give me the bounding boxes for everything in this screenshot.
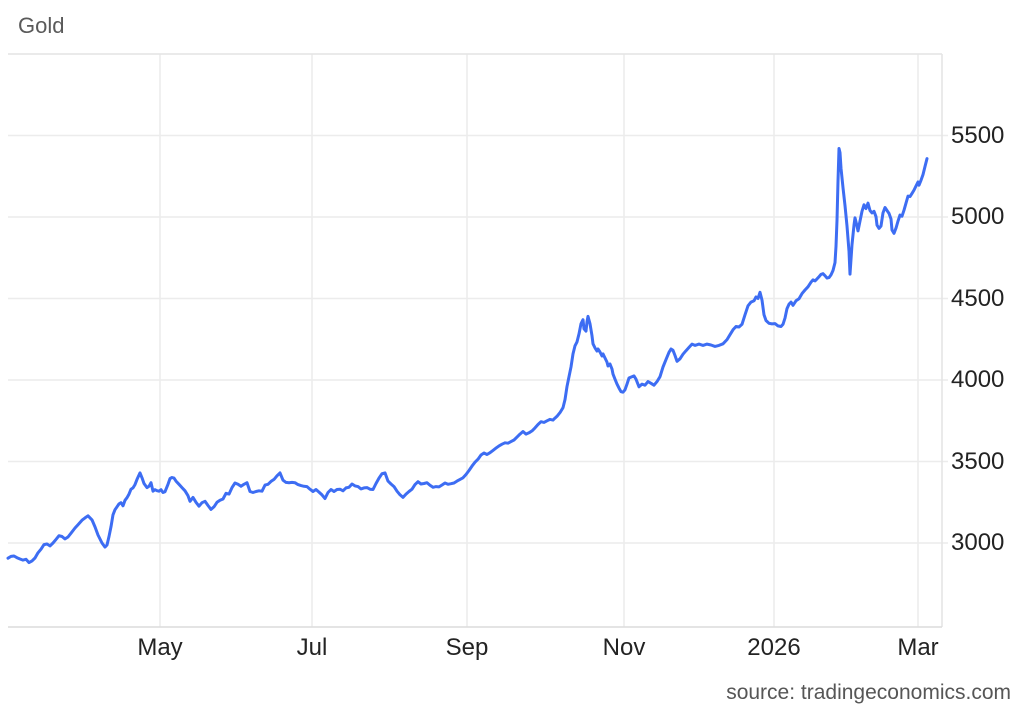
y-tick-label: 3500 <box>951 448 1005 475</box>
x-tick-label: Mar <box>897 634 939 661</box>
y-tick-label: 5500 <box>951 122 1005 149</box>
x-tick-label: May <box>137 634 183 661</box>
x-tick-label: Jul <box>296 634 328 661</box>
y-tick-label: 3000 <box>951 529 1005 556</box>
chart-title: Gold <box>18 13 65 38</box>
x-tick-label: 2026 <box>747 634 801 661</box>
x-tick-label: Sep <box>445 634 489 661</box>
x-tick-label: Nov <box>602 634 646 661</box>
gold-price-line <box>6 147 929 565</box>
source-attribution: source: tradingeconomics.com <box>726 681 1011 704</box>
y-tick-label: 4000 <box>951 366 1005 393</box>
y-tick-label: 5000 <box>951 203 1005 230</box>
y-tick-label: 4500 <box>951 285 1005 312</box>
